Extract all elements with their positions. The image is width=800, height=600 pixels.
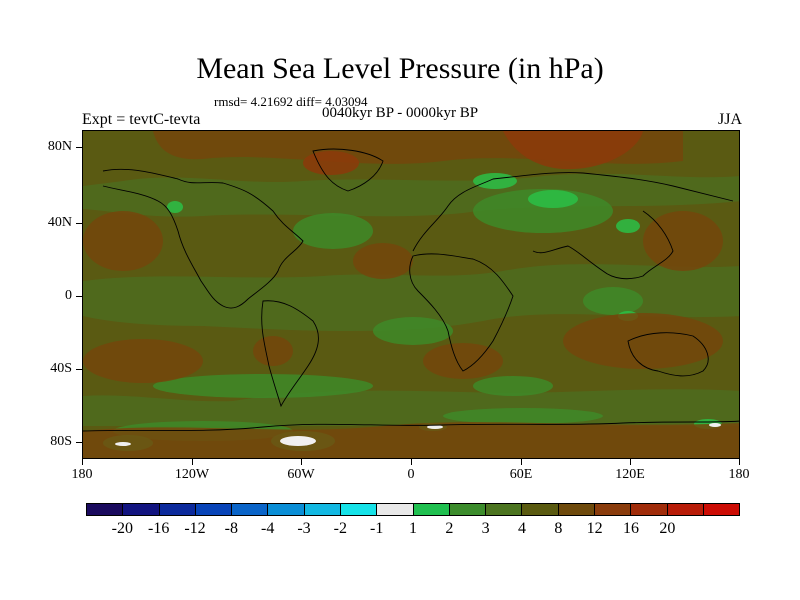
colorbar-label: 16 (623, 520, 639, 537)
time-period-subtitle: 0040kyr BP - 0000kyr BP (321, 105, 479, 121)
colorbar (86, 503, 740, 516)
y-label-0: 0 (65, 288, 72, 303)
x-label-60e: 60E (509, 467, 533, 482)
colorbar-label: 4 (518, 520, 526, 537)
y-tick-40s (76, 369, 82, 370)
y-label-80s: 80S (50, 434, 72, 449)
colorbar-swatch (195, 504, 233, 515)
pressure-contour-fills (83, 131, 739, 458)
map-plot-area (82, 130, 740, 459)
coastlines (83, 148, 739, 432)
x-label-0: 0 (407, 467, 415, 482)
y-label-80n: 80N (47, 139, 72, 154)
x-label-120e: 120E (615, 467, 645, 482)
colorbar-swatch (667, 504, 704, 515)
x-label-180e: 180 (728, 467, 750, 482)
y-tick-80n (76, 147, 82, 148)
colorbar-swatch (87, 504, 124, 515)
colorbar-label: -12 (184, 520, 206, 537)
x-tick-180w (82, 459, 83, 465)
colorbar-swatch (449, 504, 487, 515)
colorbar-swatch (703, 504, 740, 515)
x-tick-180e (739, 459, 740, 465)
map-title: Mean Sea Level Pressure (in hPa) (196, 52, 604, 85)
x-label-60w: 60W (287, 467, 315, 482)
colorbar-label: 12 (586, 520, 603, 537)
colorbar-label: -1 (369, 520, 384, 537)
colorbar-label: -2 (333, 520, 347, 537)
colorbar-swatch (594, 504, 632, 515)
colorbar-swatch (268, 504, 305, 515)
colorbar-label: 20 (659, 520, 676, 537)
colorbar-label: -16 (147, 520, 170, 537)
colorbar-swatch (522, 504, 559, 515)
colorbar-swatch (558, 504, 595, 515)
experiment-label: Expt = tevtC-tevta (82, 111, 201, 128)
colorbar-swatch (232, 504, 269, 515)
colorbar-label: -3 (297, 520, 311, 537)
x-label-120w: 120W (174, 467, 210, 482)
pressure-anomaly-map (83, 131, 739, 458)
colorbar-swatch (304, 504, 341, 515)
colorbar-label: 8 (554, 520, 563, 537)
y-label-40n: 40N (47, 215, 72, 230)
colorbar-swatch (159, 504, 196, 515)
colorbar-label: 2 (445, 520, 454, 537)
colorbar-swatch (631, 504, 668, 515)
y-tick-80s (76, 442, 82, 443)
colorbar-swatch (377, 504, 414, 515)
colorbar-swatch (413, 504, 450, 515)
rmsd-diff-stats: rmsd= 4.21692 diff= 4.03094 (214, 94, 368, 109)
x-tick-120w (192, 459, 193, 465)
x-tick-60e (521, 459, 522, 465)
season-label: JJA (717, 111, 742, 128)
colorbar-label: -20 (111, 520, 133, 537)
colorbar-label: -4 (260, 520, 275, 537)
x-tick-120e (630, 459, 631, 465)
x-tick-0 (411, 459, 412, 465)
colorbar-label: -8 (224, 520, 238, 537)
y-tick-40n (76, 223, 82, 224)
x-tick-60w (301, 459, 302, 465)
y-label-40s: 40S (50, 361, 72, 376)
y-tick-0 (76, 296, 82, 297)
colorbar-swatch (486, 504, 523, 515)
x-label-180w: 180 (71, 467, 93, 482)
colorbar-swatch (340, 504, 378, 515)
colorbar-swatch (123, 504, 160, 515)
colorbar-label: 3 (481, 520, 490, 537)
colorbar-label: 1 (409, 520, 417, 537)
